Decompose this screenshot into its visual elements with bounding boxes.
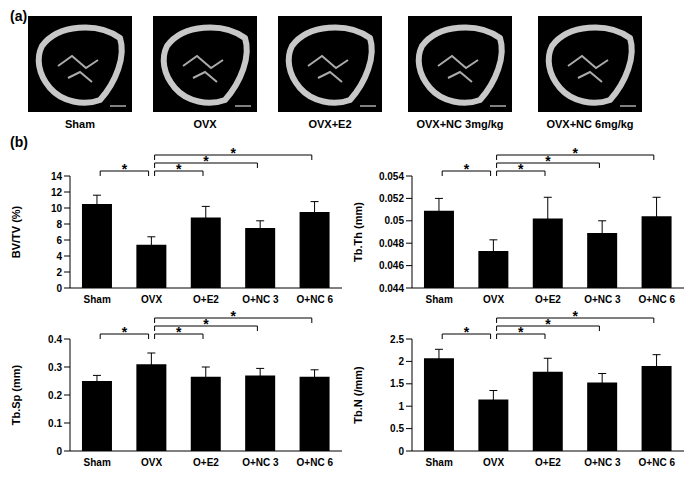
svg-text:Sham: Sham — [426, 294, 453, 305]
svg-text:O+NC 6: O+NC 6 — [639, 457, 676, 468]
html-text:Sham: Sham — [65, 118, 95, 130]
svg-text:0.044: 0.044 — [379, 283, 404, 294]
svg-text:0.05: 0.05 — [385, 215, 405, 226]
svg-text:Tb.Th (mm): Tb.Th (mm) — [352, 202, 364, 262]
svg-text:*: * — [122, 324, 128, 340]
svg-text:*: * — [572, 146, 578, 161]
html-text:OVX+NC 6mg/kg: OVX+NC 6mg/kg — [546, 118, 634, 130]
svg-text:10: 10 — [51, 203, 63, 214]
svg-text:2: 2 — [398, 356, 404, 367]
svg-text:0.052: 0.052 — [379, 193, 404, 204]
svg-text:0.4: 0.4 — [48, 334, 62, 345]
svg-text:*: * — [518, 161, 524, 177]
svg-text:*: * — [572, 309, 578, 324]
svg-text:O+E2: O+E2 — [193, 294, 219, 305]
svg-text:2.5: 2.5 — [390, 334, 404, 345]
svg-text:8: 8 — [56, 219, 62, 230]
svg-text:*: * — [518, 324, 524, 340]
svg-text:BV/TV (%): BV/TV (%) — [10, 205, 22, 258]
svg-text:0.048: 0.048 — [379, 238, 404, 249]
svg-text:Sham: Sham — [84, 294, 111, 305]
svg-text:O+NC 6: O+NC 6 — [639, 294, 676, 305]
svg-text:0.1: 0.1 — [48, 418, 62, 429]
svg-text:O+E2: O+E2 — [193, 457, 219, 468]
svg-text:OVX: OVX — [483, 457, 504, 468]
svg-text:*: * — [122, 161, 128, 177]
svg-text:*: * — [176, 324, 182, 340]
svg-text:0: 0 — [56, 446, 62, 457]
svg-text:OVX: OVX — [483, 294, 504, 305]
svg-text:O+E2: O+E2 — [535, 457, 561, 468]
svg-text:O+NC 3: O+NC 3 — [242, 457, 279, 468]
svg-text:0.046: 0.046 — [379, 260, 404, 271]
svg-text:O+NC 6: O+NC 6 — [297, 294, 334, 305]
html-text:OVX+E2: OVX+E2 — [308, 118, 352, 130]
svg-text:Sham: Sham — [84, 457, 111, 468]
svg-text:*: * — [545, 153, 551, 169]
svg-text:O+NC 3: O+NC 3 — [584, 294, 621, 305]
svg-text:*: * — [464, 324, 470, 340]
svg-text:4: 4 — [56, 251, 62, 262]
svg-text:O+NC 3: O+NC 3 — [242, 294, 279, 305]
svg-text:*: * — [464, 161, 470, 177]
svg-text:O+NC 6: O+NC 6 — [297, 457, 334, 468]
svg-text:0.5: 0.5 — [390, 423, 404, 434]
svg-text:*: * — [203, 153, 209, 169]
svg-text:OVX: OVX — [141, 457, 162, 468]
html-text:OVX: OVX — [193, 118, 217, 130]
svg-text:14: 14 — [51, 171, 63, 182]
svg-text:0.2: 0.2 — [48, 390, 62, 401]
svg-text:0: 0 — [56, 283, 62, 294]
svg-text:*: * — [545, 316, 551, 332]
svg-text:6: 6 — [56, 235, 62, 246]
svg-text:OVX: OVX — [141, 294, 162, 305]
svg-text:Sham: Sham — [426, 457, 453, 468]
html-text:(a): (a) — [10, 8, 28, 24]
html-text:(b): (b) — [10, 134, 28, 150]
svg-text:0.054: 0.054 — [379, 171, 404, 182]
svg-text:0: 0 — [398, 446, 404, 457]
svg-text:*: * — [203, 316, 209, 332]
svg-text:1.5: 1.5 — [390, 378, 404, 389]
svg-text:2: 2 — [56, 267, 62, 278]
svg-text:*: * — [230, 146, 236, 161]
svg-text:Tb.Sp (mm): Tb.Sp (mm) — [10, 364, 22, 425]
html-text:OVX+NC 3mg/kg: OVX+NC 3mg/kg — [416, 118, 504, 130]
svg-text:*: * — [230, 309, 236, 324]
svg-text:O+NC 3: O+NC 3 — [584, 457, 621, 468]
svg-text:1: 1 — [398, 401, 404, 412]
svg-text:0.3: 0.3 — [48, 362, 62, 373]
svg-text:Tb.N (/mm): Tb.N (/mm) — [352, 366, 364, 424]
svg-text:12: 12 — [51, 187, 63, 198]
svg-text:O+E2: O+E2 — [535, 294, 561, 305]
svg-text:*: * — [176, 161, 182, 177]
